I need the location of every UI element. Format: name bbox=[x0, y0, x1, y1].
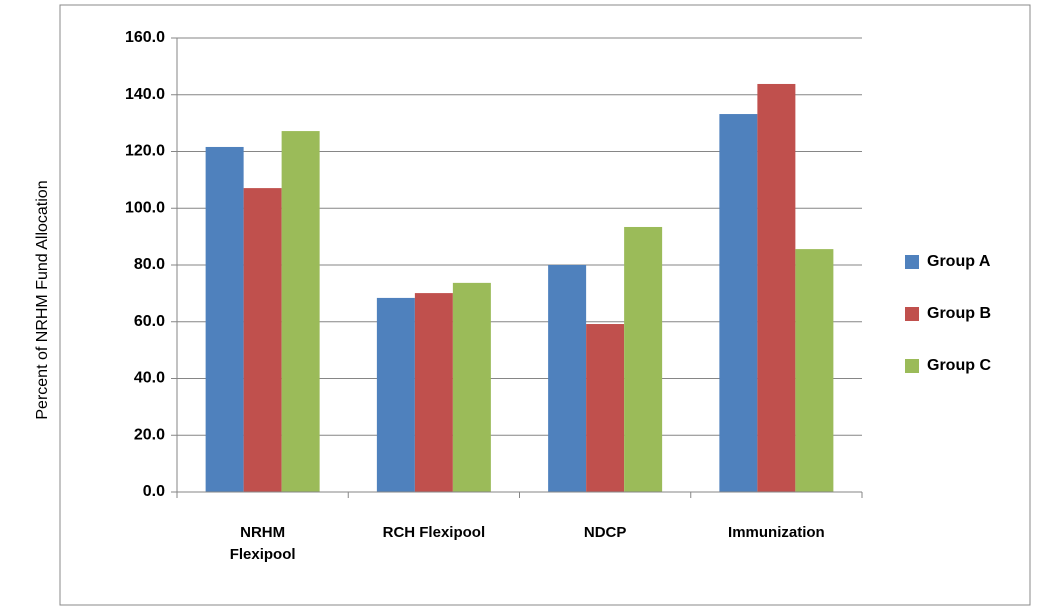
bar bbox=[548, 265, 587, 492]
x-tick-label: NDCP bbox=[583, 524, 627, 541]
y-tick-label: 160.0 bbox=[125, 29, 165, 46]
bar bbox=[452, 282, 491, 492]
y-tick-label: 40.0 bbox=[134, 370, 165, 387]
y-axis-label: Percent of NRHM Fund Allocation bbox=[34, 180, 51, 419]
y-tick-label: 120.0 bbox=[125, 143, 165, 160]
bar bbox=[757, 83, 796, 492]
bar bbox=[795, 249, 834, 492]
y-tick-label: 20.0 bbox=[134, 426, 165, 443]
legend-swatch bbox=[905, 359, 919, 373]
bar bbox=[586, 324, 625, 492]
y-tick-label: 0.0 bbox=[143, 483, 165, 500]
y-tick-label: 140.0 bbox=[125, 86, 165, 103]
y-tick-label: 100.0 bbox=[125, 199, 165, 216]
bar bbox=[719, 114, 758, 493]
bar bbox=[376, 297, 415, 492]
y-tick-label: 60.0 bbox=[134, 313, 165, 330]
x-tick-label: NRHM Flexipool bbox=[229, 524, 296, 563]
x-tick-label: RCH Flexipool bbox=[382, 524, 486, 541]
bar bbox=[414, 293, 453, 492]
bar bbox=[205, 146, 244, 492]
legend-label: Group A bbox=[927, 253, 991, 270]
x-tick-label: Immunization bbox=[728, 524, 825, 541]
bar bbox=[624, 226, 663, 493]
bar bbox=[243, 188, 282, 492]
legend-swatch bbox=[905, 255, 919, 269]
legend-swatch bbox=[905, 307, 919, 321]
legend-label: Group B bbox=[927, 305, 991, 322]
bar bbox=[281, 131, 320, 492]
legend-label: Group C bbox=[927, 357, 991, 374]
y-tick-label: 80.0 bbox=[134, 256, 165, 273]
